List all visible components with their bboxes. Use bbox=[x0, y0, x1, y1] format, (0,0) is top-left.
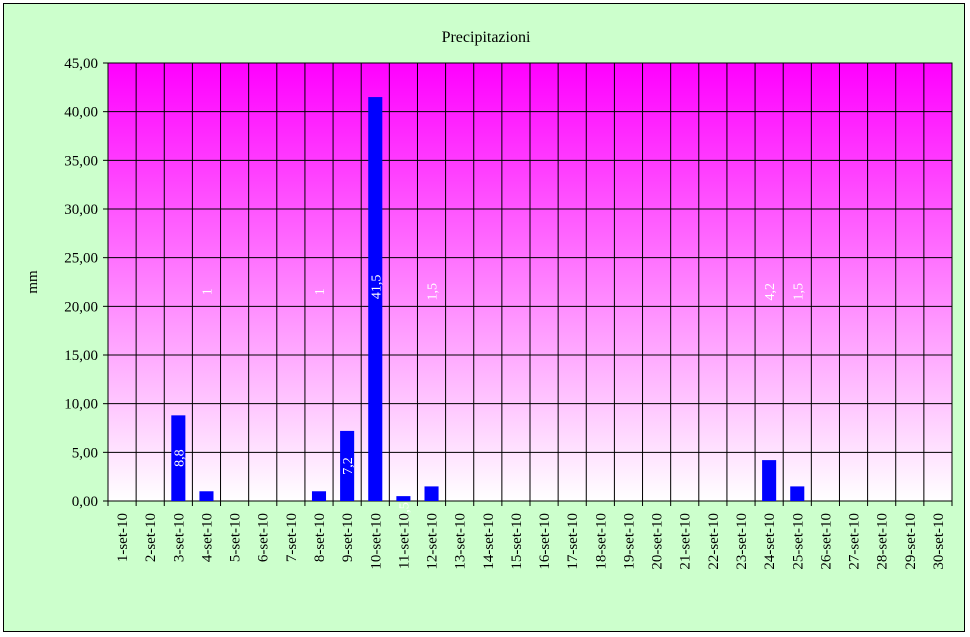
x-tick-label: 23-set-10 bbox=[734, 513, 750, 570]
x-tick-label: 27-set-10 bbox=[847, 513, 863, 570]
x-tick-label: 5-set-10 bbox=[228, 513, 244, 562]
x-tick-label: 14-set-10 bbox=[481, 513, 497, 570]
data-label-25-set-10: 1,5 bbox=[791, 283, 806, 301]
x-tick-label: 4-set-10 bbox=[199, 513, 215, 562]
y-axis-label: mm bbox=[25, 270, 41, 294]
data-label-9-set-10: 7,2 bbox=[341, 457, 356, 475]
x-tick-label: 20-set-10 bbox=[650, 513, 666, 570]
x-tick-label: 9-set-10 bbox=[340, 513, 356, 562]
bar-10-set-10 bbox=[368, 97, 383, 502]
plot-border bbox=[107, 62, 953, 502]
y-axis-tick-labels: 0,00 5,00 10,00 15,00 20,00 25,00 30,00 35,00 40… bbox=[64, 56, 98, 510]
x-tick-label: 25-set-10 bbox=[790, 513, 806, 570]
x-tick-label: 2-set-10 bbox=[143, 513, 159, 562]
bar-9-set-10 bbox=[340, 430, 355, 501]
x-tick-label: 17-set-10 bbox=[565, 513, 581, 570]
bar-3-set-10 bbox=[171, 415, 186, 501]
y-tick-label: 0,00 bbox=[72, 494, 98, 510]
bar-12-set-10 bbox=[424, 486, 439, 501]
bar-series bbox=[171, 97, 805, 502]
x-tick-label: 6-set-10 bbox=[256, 513, 272, 562]
x-axis-tick-labels: 1-set-10 2-set-10 3-set-10 4-set-10 5-set-10… bbox=[115, 513, 947, 570]
data-label-12-set-10: 1,5 bbox=[426, 283, 441, 301]
x-tick-label: 12-set-10 bbox=[425, 513, 441, 570]
data-label-11-set-10: 0,5 bbox=[397, 502, 412, 520]
bar-4-set-10 bbox=[199, 491, 214, 501]
bar-24-set-10 bbox=[762, 460, 777, 501]
x-tick-label: 18-set-10 bbox=[593, 513, 609, 570]
y-tick-label: 5,00 bbox=[72, 445, 98, 461]
data-label-4-set-10: 1 bbox=[200, 288, 215, 295]
x-tick-label: 22-set-10 bbox=[706, 513, 722, 570]
x-tick-label: 21-set-10 bbox=[678, 513, 694, 570]
y-tick-label: 35,00 bbox=[64, 153, 98, 169]
y-tick-label: 10,00 bbox=[64, 397, 98, 413]
vertical-gridlines bbox=[107, 63, 953, 506]
x-tick-label: 8-set-10 bbox=[312, 513, 328, 562]
x-tick-label: 29-set-10 bbox=[903, 513, 919, 570]
chart-title: Precipitazioni bbox=[442, 29, 531, 46]
x-tick-label: 16-set-10 bbox=[537, 513, 553, 570]
data-label-3-set-10: 8,8 bbox=[172, 449, 187, 467]
bar-8-set-10 bbox=[311, 491, 327, 501]
data-label-8-set-10: 1 bbox=[313, 288, 328, 295]
y-tick-label: 20,00 bbox=[64, 299, 98, 315]
y-tick-label: 25,00 bbox=[64, 251, 98, 267]
x-tick-label: 15-set-10 bbox=[509, 513, 525, 570]
y-tick-label: 15,00 bbox=[64, 348, 98, 364]
x-tick-label: 11-set-10 bbox=[396, 513, 412, 569]
bar-25-set-10 bbox=[790, 486, 805, 501]
x-tick-label: 13-set-10 bbox=[453, 513, 469, 570]
x-tick-label: 19-set-10 bbox=[621, 513, 637, 570]
x-tick-label: 3-set-10 bbox=[171, 513, 187, 562]
data-label-24-set-10: 4,2 bbox=[763, 283, 778, 301]
x-tick-label: 26-set-10 bbox=[818, 513, 834, 570]
data-label-10-set-10: 41,5 bbox=[369, 275, 384, 300]
bar-11-set-10 bbox=[396, 496, 411, 501]
y-tick-label: 45,00 bbox=[64, 56, 98, 72]
x-tick-label: 7-set-10 bbox=[284, 513, 300, 562]
data-labels: 8,8 1 1 7,2 41,5 0,5 1,5 4,2 1,5 bbox=[172, 275, 806, 520]
x-tick-label: 30-set-10 bbox=[931, 513, 947, 570]
y-tick-label: 30,00 bbox=[64, 202, 98, 218]
x-tick-label: 24-set-10 bbox=[762, 513, 778, 570]
y-tick-label: 40,00 bbox=[64, 105, 98, 121]
x-tick-label: 10-set-10 bbox=[368, 513, 384, 570]
x-tick-label: 28-set-10 bbox=[875, 513, 891, 570]
x-tick-label: 1-set-10 bbox=[115, 513, 131, 562]
